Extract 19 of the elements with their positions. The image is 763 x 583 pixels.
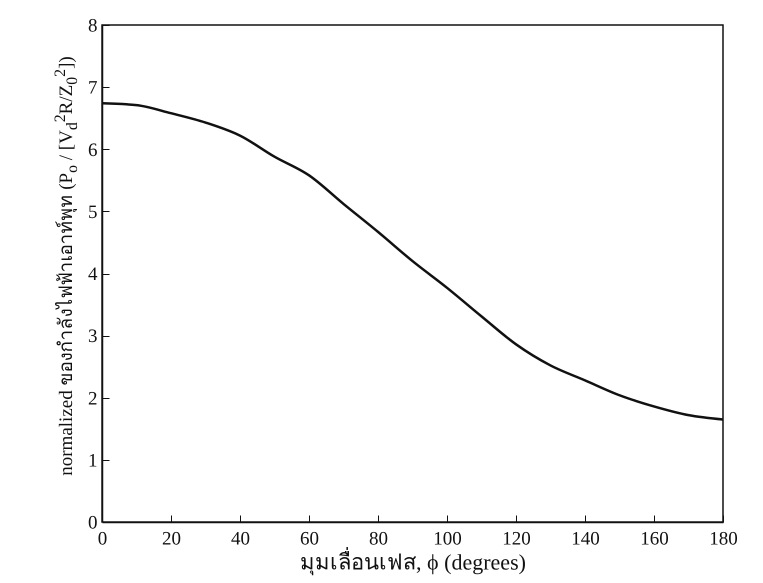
x-tick-label: 140 xyxy=(571,528,600,550)
x-tick-label: 60 xyxy=(300,528,319,550)
y-tick-label: 7 xyxy=(88,78,98,99)
x-tick-label: 160 xyxy=(640,528,669,550)
x-tick-label: 40 xyxy=(231,528,250,550)
x-axis-title: มุมเลื่อนเฟส, ϕ (degrees) xyxy=(300,546,526,576)
y-tick-label: 4 xyxy=(88,264,98,285)
x-tick-label: 20 xyxy=(162,528,181,550)
y-tick-label: 8 xyxy=(88,16,98,36)
x-tick-label: 180 xyxy=(709,528,738,550)
x-tick-label: 80 xyxy=(369,528,388,550)
y-tick-label: 5 xyxy=(88,202,98,223)
y-tick-label: 2 xyxy=(88,388,98,410)
x-tick-label: 100 xyxy=(433,528,462,550)
y-tick-label: 3 xyxy=(88,326,98,348)
x-tick-label: 120 xyxy=(502,528,531,550)
y-tick-label: 0 xyxy=(88,512,98,534)
y-tick-label: 1 xyxy=(88,450,98,472)
y-tick-label: 6 xyxy=(88,140,98,161)
